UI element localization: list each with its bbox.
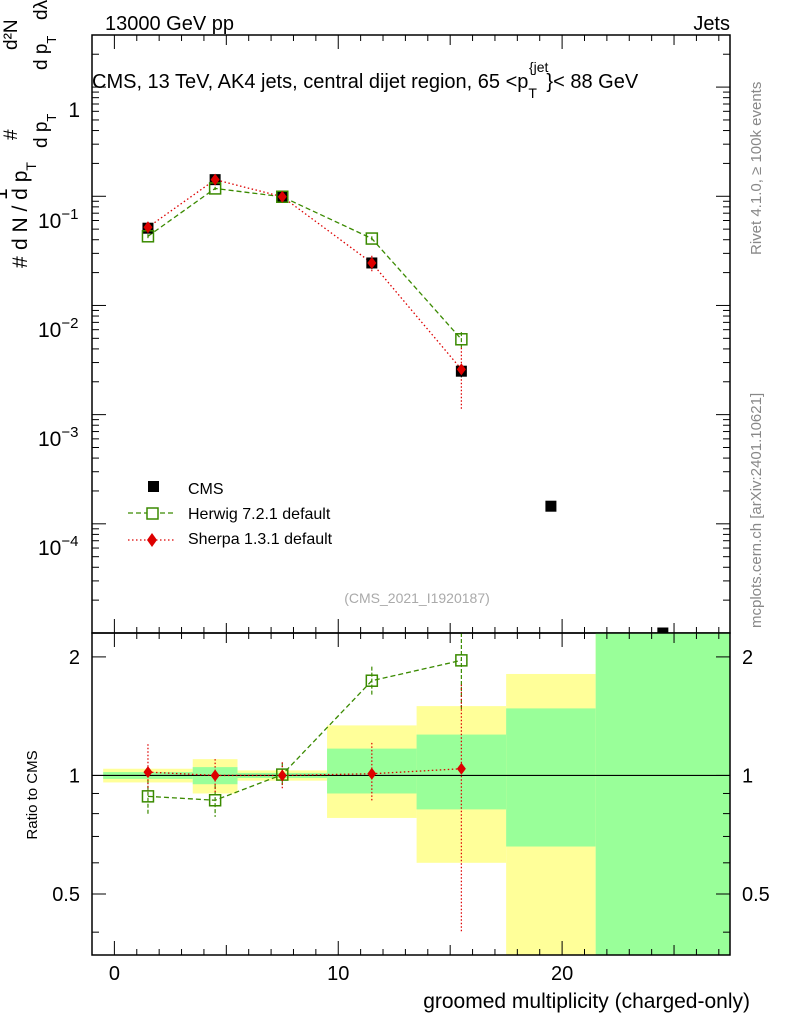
ratio-herwig-point [455, 654, 468, 667]
ratio-sherpa-point [143, 766, 153, 779]
header-left: 13000 GeV pp [105, 13, 234, 35]
x-tick-label: 0 [109, 963, 120, 985]
y-tick-label-1e-1: 10−1 [38, 206, 78, 233]
legend-marker-herwig [146, 507, 159, 520]
y-tick-label-1: 1 [68, 99, 80, 122]
ratio-sherpa-point [367, 767, 377, 780]
mcplots-label: mcplots.cern.ch [arXiv:2401.10621] [748, 393, 765, 628]
main-panel: 1 10−1 10−2 10−3 10−4 # d N / d pT 1 # d… [0, 0, 731, 638]
cms-point [545, 500, 557, 512]
ratio-ticks: 0 10 20 0.5 0.5 1 1 2 2 [52, 633, 770, 985]
ratio-sherpa-point [456, 762, 466, 775]
ratio-sherpa-line [147, 768, 462, 777]
legend-marker-cms [148, 481, 159, 492]
legend-label-herwig: Herwig 7.2.1 default [188, 506, 331, 523]
ratio-herwig-point [141, 790, 155, 803]
svg-text:d pT: d pT [31, 36, 59, 70]
y-tick-label-1e-3: 10−3 [38, 424, 78, 451]
main-ticks [92, 34, 730, 634]
y-tick-label-1e-2: 10−2 [38, 315, 78, 342]
sherpa-point [456, 363, 466, 376]
y-tick-label-1e-4: 10−4 [38, 533, 78, 560]
sherpa-point [143, 221, 153, 234]
ratio-y-tick-label-left: 2 [69, 647, 80, 669]
sherpa-point [210, 173, 220, 186]
cms-point [657, 627, 669, 633]
svg-text:d²N: d²N [1, 19, 22, 50]
ratio-herwig-point [208, 794, 222, 807]
ratio-band-inner [506, 708, 596, 847]
ratio-y-tick-label-left: 0.5 [52, 884, 80, 906]
svg-text:d N / d pT: d N / d pT [9, 162, 39, 250]
ratio-y-tick-label-right: 2 [742, 647, 753, 669]
sherpa-point [277, 190, 287, 203]
ratio-plot-area [92, 633, 730, 955]
ratio-y-axis-label: Ratio to CMS [24, 750, 41, 839]
header-right: Jets [693, 13, 730, 35]
legend: CMS Herwig 7.2.1 default Sherpa 1.3.1 de… [128, 481, 333, 548]
ratio-frame [91, 632, 731, 956]
ratio-herwig-point [365, 674, 379, 687]
legend-label-sherpa: Sherpa 1.3.1 default [188, 531, 333, 548]
chart-title: CMS, 13 TeV, AK4 jets, central dijet reg… [92, 59, 639, 101]
sherpa-point [367, 256, 377, 269]
svg-text:d pT: d pT [31, 114, 59, 148]
svg-text:#: # [1, 129, 22, 140]
ratio-sherpa-point [277, 769, 287, 782]
ratio-y-tick-label-right: 1 [742, 765, 753, 787]
ratio-panel: 0 10 20 0.5 0.5 1 1 2 2 Ratio to CMS groomed mul… [24, 632, 770, 1013]
analysis-watermark: (CMS_2021_I1920187) [344, 590, 490, 606]
ratio-y-tick-label-left: 1 [69, 765, 80, 787]
ratio-band-inner [595, 633, 730, 955]
ratio-y-tick-label-right: 0.5 [742, 884, 770, 906]
svg-text:1: 1 [0, 188, 12, 200]
rivet-version-label: Rivet 4.1.0, ≥ 100k events [748, 82, 765, 255]
herwig-point [455, 333, 468, 346]
x-axis-label: groomed multiplicity (charged-only) [423, 990, 750, 1013]
herwig-line [147, 187, 462, 340]
legend-marker-sherpa [147, 533, 157, 547]
ratio-sherpa-point [210, 769, 220, 782]
legend-label-cms: CMS [188, 481, 224, 498]
sherpa-line [147, 178, 462, 370]
x-tick-label: 10 [327, 963, 349, 985]
herwig-point [365, 232, 379, 245]
main-plot-area [141, 173, 669, 638]
svg-text:#: # [9, 256, 32, 268]
x-tick-label: 20 [551, 963, 573, 985]
main-y-axis-label: # d N / d pT 1 # d pT d²N d pT dλ [0, 0, 59, 268]
svg-text:dλ: dλ [31, 0, 52, 20]
